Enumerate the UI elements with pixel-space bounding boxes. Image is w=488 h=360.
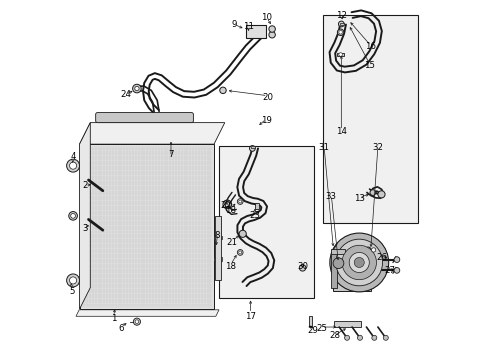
Circle shape bbox=[238, 200, 241, 203]
Polygon shape bbox=[76, 310, 219, 316]
Bar bbox=[214, 216, 221, 280]
Circle shape bbox=[383, 335, 387, 340]
Text: 7: 7 bbox=[168, 150, 173, 159]
Circle shape bbox=[365, 247, 370, 253]
Text: 32: 32 bbox=[372, 143, 383, 152]
Circle shape bbox=[344, 335, 349, 340]
Bar bbox=[330, 252, 336, 288]
Text: 29: 29 bbox=[306, 326, 317, 335]
Circle shape bbox=[135, 320, 139, 323]
Bar bbox=[333, 248, 370, 291]
Circle shape bbox=[357, 335, 362, 340]
Circle shape bbox=[369, 190, 375, 195]
Circle shape bbox=[348, 252, 368, 273]
Circle shape bbox=[338, 31, 342, 34]
Circle shape bbox=[224, 202, 229, 207]
Text: 14: 14 bbox=[335, 127, 346, 136]
Circle shape bbox=[338, 21, 344, 27]
Bar bbox=[323, 15, 418, 223]
Bar bbox=[219, 146, 314, 298]
Circle shape bbox=[69, 212, 77, 220]
Circle shape bbox=[133, 318, 140, 325]
Circle shape bbox=[268, 32, 275, 38]
Text: 17: 17 bbox=[244, 312, 256, 321]
Text: 24: 24 bbox=[120, 90, 131, 99]
Text: 33: 33 bbox=[325, 192, 336, 201]
Circle shape bbox=[393, 267, 399, 273]
Bar bbox=[330, 249, 344, 253]
Circle shape bbox=[219, 87, 226, 94]
Text: 18: 18 bbox=[225, 262, 236, 271]
Text: 28: 28 bbox=[329, 332, 340, 341]
Bar bbox=[246, 25, 265, 39]
Bar bbox=[214, 257, 222, 261]
Circle shape bbox=[132, 84, 141, 93]
Text: 22: 22 bbox=[220, 201, 231, 210]
Circle shape bbox=[268, 26, 275, 32]
Circle shape bbox=[66, 274, 80, 287]
Text: 20: 20 bbox=[262, 93, 273, 102]
Circle shape bbox=[329, 233, 388, 292]
Polygon shape bbox=[80, 123, 224, 144]
Circle shape bbox=[69, 162, 77, 169]
Bar bbox=[333, 320, 360, 327]
Text: 18: 18 bbox=[225, 206, 236, 215]
Text: 4: 4 bbox=[70, 152, 76, 161]
Bar bbox=[308, 316, 311, 327]
Bar bbox=[214, 235, 222, 239]
Text: 11: 11 bbox=[242, 22, 253, 31]
Text: 21: 21 bbox=[226, 238, 237, 247]
Circle shape bbox=[353, 257, 364, 267]
Circle shape bbox=[299, 265, 305, 271]
Circle shape bbox=[332, 258, 343, 269]
Circle shape bbox=[66, 159, 80, 172]
Text: 30: 30 bbox=[297, 262, 307, 271]
Circle shape bbox=[249, 145, 255, 151]
Polygon shape bbox=[80, 123, 90, 309]
Circle shape bbox=[71, 213, 75, 218]
FancyBboxPatch shape bbox=[96, 113, 193, 123]
Text: 16: 16 bbox=[365, 42, 375, 51]
Text: 6: 6 bbox=[118, 324, 123, 333]
Text: 2: 2 bbox=[82, 181, 87, 190]
Circle shape bbox=[371, 335, 376, 340]
Text: 10: 10 bbox=[261, 13, 272, 22]
Text: 13: 13 bbox=[353, 194, 364, 203]
Text: 26: 26 bbox=[375, 253, 386, 262]
Text: 1: 1 bbox=[111, 314, 116, 323]
Circle shape bbox=[237, 199, 243, 204]
Bar bbox=[250, 145, 255, 148]
Bar bbox=[339, 23, 343, 25]
Circle shape bbox=[335, 239, 382, 286]
Bar bbox=[255, 203, 258, 210]
Text: 23: 23 bbox=[248, 211, 260, 220]
Circle shape bbox=[377, 191, 384, 198]
Bar bbox=[80, 144, 214, 309]
Text: 15: 15 bbox=[364, 62, 375, 71]
Text: 27: 27 bbox=[383, 266, 394, 275]
Text: 9: 9 bbox=[231, 19, 236, 28]
Text: 12: 12 bbox=[335, 11, 346, 20]
Circle shape bbox=[341, 245, 376, 280]
Text: 19: 19 bbox=[260, 116, 271, 125]
Circle shape bbox=[239, 230, 246, 237]
Text: 5: 5 bbox=[69, 287, 74, 296]
Text: 25: 25 bbox=[315, 324, 326, 333]
Text: 3: 3 bbox=[82, 224, 87, 233]
Circle shape bbox=[135, 86, 139, 91]
Text: 8: 8 bbox=[214, 231, 220, 240]
Circle shape bbox=[338, 53, 342, 56]
Circle shape bbox=[69, 277, 77, 284]
Circle shape bbox=[371, 248, 375, 252]
Circle shape bbox=[337, 29, 343, 36]
Circle shape bbox=[393, 257, 399, 262]
Bar bbox=[336, 53, 344, 56]
Text: 31: 31 bbox=[318, 143, 329, 152]
Circle shape bbox=[237, 249, 243, 255]
Circle shape bbox=[238, 251, 241, 254]
